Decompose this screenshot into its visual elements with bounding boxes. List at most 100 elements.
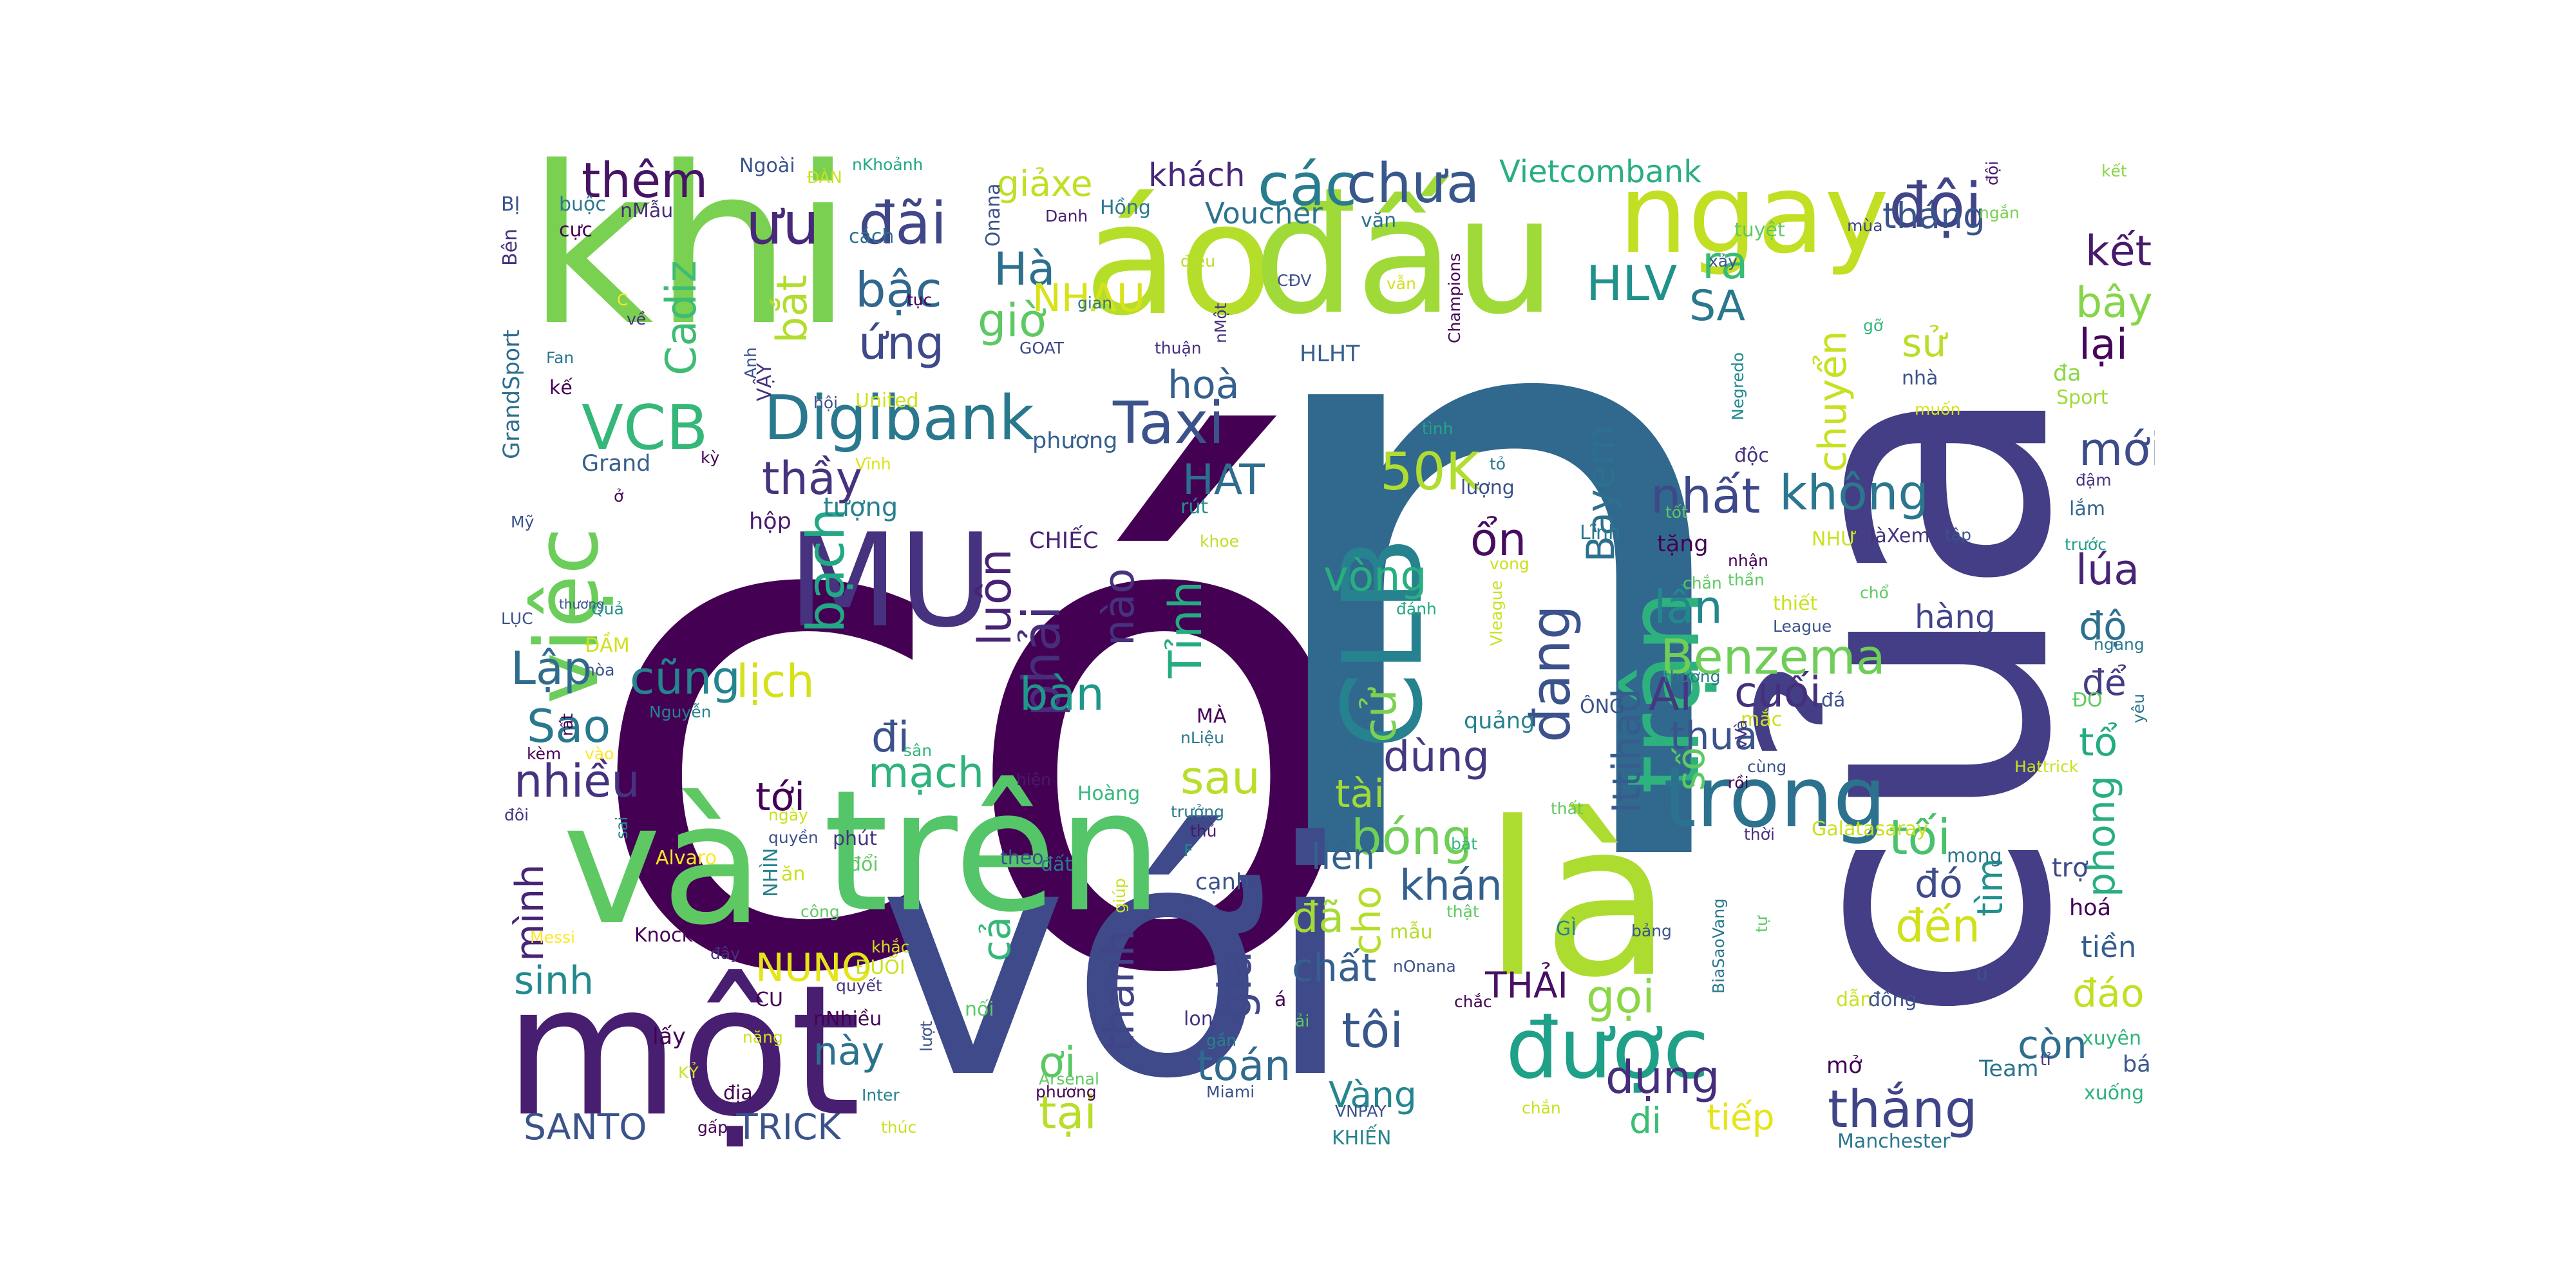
word-nay: này [813, 1029, 885, 1074]
word-chac: chắc [1454, 992, 1492, 1011]
word-danh-hit: đánh [1396, 600, 1437, 618]
word-an: ăn [781, 863, 806, 886]
word-ao: áo [1084, 169, 1273, 350]
word-gia: giá [1209, 951, 1262, 1019]
word-ca: cả [974, 916, 1019, 961]
word-thang-month: tháng [1882, 195, 1985, 236]
word-manchester: Manchester [1837, 1130, 1951, 1153]
word-ngang: ngang [2094, 635, 2145, 654]
word-chat: chất [1292, 945, 1377, 990]
word-m: m [865, 908, 884, 931]
word-dao: đáo [2072, 971, 2145, 1016]
word-biasaovang: BiaSaoVang [1709, 898, 1728, 994]
word-tu: tự [1752, 916, 1771, 933]
word-ma: MÀ [1197, 705, 1227, 728]
word-ke: kế [549, 377, 573, 399]
word-cach: cách [849, 225, 895, 248]
word-taxi: Taxi [1113, 390, 1225, 457]
word-cung-with: cùng [1747, 757, 1787, 776]
word-thuong: thương [1663, 667, 1721, 686]
word-ket-small: kết [2101, 162, 2127, 180]
word-ngan: ngắn [1979, 204, 2020, 222]
word-alvaro: Alvaro [656, 847, 717, 869]
word-laxem: làXem [1870, 525, 1930, 547]
word-grand: Grand [582, 451, 651, 477]
word-league: League [1773, 617, 1832, 636]
word-vao: vào [585, 744, 614, 763]
word-quyet: quyết [836, 976, 882, 995]
word-tro: trợ [2052, 853, 2088, 883]
word-thai: THẢI [1485, 965, 1568, 1006]
word-san: sân [904, 741, 933, 760]
word-ben: Bên [499, 228, 522, 266]
word-hop: hộp [749, 509, 791, 535]
word-di-move: di [1629, 1100, 1662, 1141]
word-va: và [562, 768, 764, 962]
word-vva: vVà [1732, 719, 1750, 749]
word-vleague: Vleague [1487, 580, 1506, 646]
word-galatasaray: Galatasaray [1812, 818, 1928, 840]
word-khach: khách [1148, 156, 1245, 194]
word-bac: bậc [855, 261, 942, 318]
word-nhan: nhận [1728, 551, 1768, 570]
word-quang: quảng [1464, 708, 1535, 734]
word-gi: GÌ [1556, 918, 1577, 940]
word-da: đã [1292, 894, 1345, 942]
word-cu-caps: CU [755, 989, 783, 1011]
word-f: F [1184, 841, 1193, 860]
word-tuong: tượng [823, 493, 898, 522]
word-bi: BỊ [501, 193, 520, 216]
word-voucher: Voucher [1205, 196, 1323, 231]
word-khong: không [1779, 464, 1929, 521]
word-uu: ưu [746, 190, 820, 258]
word-hoa-chem: hoá [2069, 895, 2112, 921]
word-bay: bây [2076, 279, 2153, 327]
word-mach: mạch [868, 749, 985, 797]
word-nhin: NHÌN [760, 848, 782, 897]
word-tiep: tiếp [1707, 1097, 1775, 1138]
word-al: Al [1649, 668, 1692, 721]
word-gian: gian [1077, 294, 1112, 312]
word-hoang: Hoàng [1077, 782, 1141, 805]
word-toi: tối [1889, 809, 1951, 866]
word-toan: toán [1197, 1042, 1291, 1090]
word-mau: mẫu [1390, 921, 1433, 943]
word-digibank: Digibank [764, 383, 1034, 454]
word-bat-small: bật [1451, 835, 1477, 853]
word-my: Mỹ [511, 513, 535, 531]
word-vinh: Vĩnh [855, 455, 891, 473]
word-khien: KHIẾN [1332, 1127, 1392, 1150]
word-sao: Sao [527, 700, 611, 753]
word-lua: lúa [2076, 546, 2140, 594]
word-quyen: quyền [768, 828, 819, 847]
word-united: United [855, 390, 919, 412]
word-n: n [1232, 156, 1763, 1050]
word-khan: khán [1399, 862, 1502, 910]
word-lam: lắm [2069, 498, 2105, 520]
word-khac: khắc [871, 938, 910, 956]
word-lien: liên [1311, 836, 1376, 877]
word-toi-i: tôi [1341, 1002, 1404, 1059]
word-truoc: trước [2065, 535, 2107, 554]
word-hong: Hồng [1100, 196, 1151, 219]
word-vietcombank: Vietcombank [1499, 156, 1702, 190]
word-nao: nào [1095, 568, 1144, 646]
word-tot: tốt [1665, 503, 1688, 522]
word-team: Team [1979, 1056, 2039, 1082]
word-di-go: đi [871, 714, 910, 762]
word-luc: LỤC [501, 609, 533, 628]
word-ngoai: Ngoài [739, 156, 795, 177]
word-theo: theo [1000, 847, 1044, 869]
word-de: để [2082, 662, 2126, 703]
word-lon: lon [1184, 1008, 1213, 1030]
word-danh: Danh [1045, 207, 1088, 225]
word-con: còn [2018, 1023, 2087, 1068]
word-da-kick: đá [1821, 689, 1846, 712]
word-doi-small: đội [1983, 160, 2002, 185]
word-dia: địa [723, 1082, 753, 1104]
word-chua: chưa [1347, 156, 1480, 216]
word-tinh: Tỉnh [1159, 581, 1212, 678]
word-goat: GOAT [1019, 339, 1065, 357]
word-co: có [580, 328, 1373, 1122]
word-den: đến [1895, 900, 1980, 952]
